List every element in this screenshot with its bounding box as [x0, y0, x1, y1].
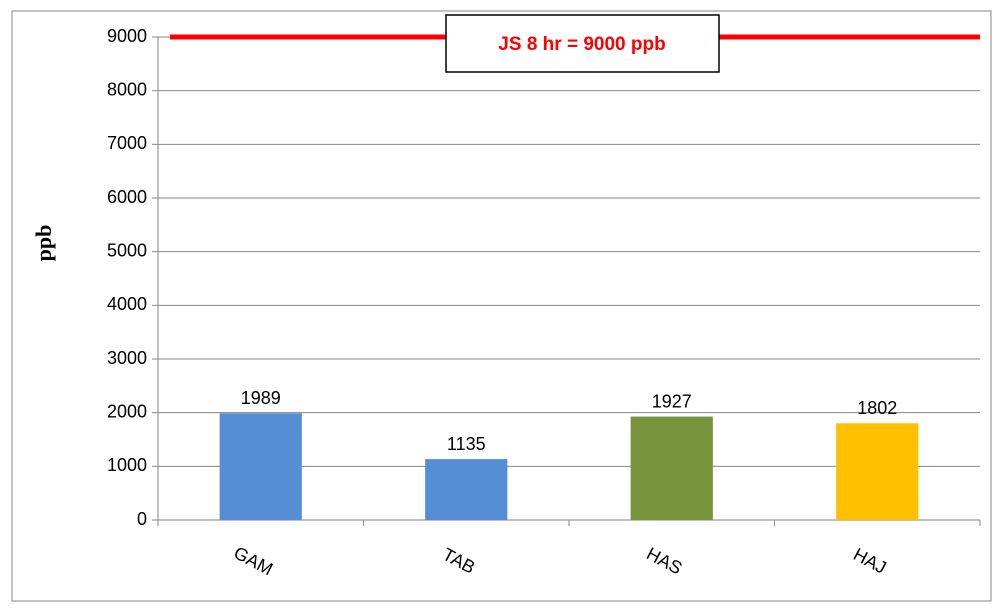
y-tick-label: 8000 — [107, 79, 147, 99]
data-label: 1989 — [241, 388, 281, 408]
y-tick-label: 5000 — [107, 240, 147, 260]
bar — [219, 413, 302, 520]
y-tick-label: 4000 — [107, 294, 147, 314]
y-tick-label: 0 — [137, 509, 147, 529]
bar — [630, 416, 713, 520]
annotation-box — [445, 14, 720, 73]
data-label: 1802 — [857, 398, 897, 418]
y-tick-label: 6000 — [107, 187, 147, 207]
y-tick-label: 2000 — [107, 401, 147, 421]
y-tick-label: 3000 — [107, 348, 147, 368]
y-tick-label: 7000 — [107, 133, 147, 153]
bar — [836, 423, 919, 520]
y-axis-label: ppb — [31, 225, 56, 262]
y-tick-label: 1000 — [107, 455, 147, 475]
bar — [425, 459, 508, 520]
data-label: 1927 — [652, 391, 692, 411]
data-label: 1135 — [447, 434, 486, 454]
reference-label: JS 8 hr = 9000 ppb — [498, 34, 665, 55]
y-tick-label: 9000 — [107, 26, 147, 46]
